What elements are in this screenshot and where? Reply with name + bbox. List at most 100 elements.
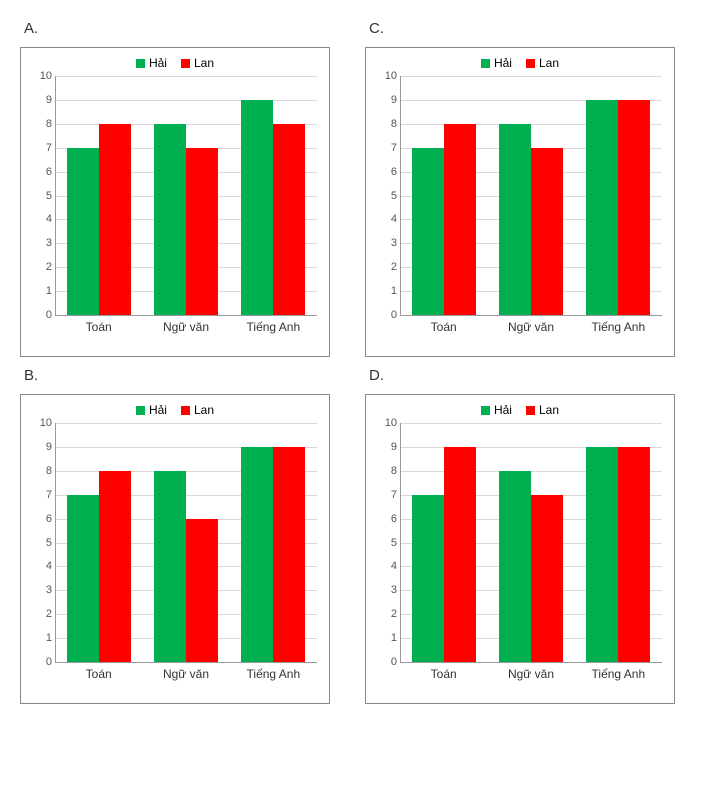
ytick-label: 4 [34, 213, 52, 225]
ytick-label: 1 [34, 632, 52, 644]
bar-series2 [618, 100, 650, 315]
ytick-label: 0 [379, 656, 397, 668]
bar-group [401, 423, 488, 662]
ytick-label: 2 [379, 261, 397, 273]
xlabel: Toán [400, 663, 487, 681]
xlabel: Ngữ văn [142, 316, 229, 334]
bar-group [488, 76, 575, 315]
ytick-label: 3 [379, 584, 397, 596]
bar-series2 [99, 471, 131, 662]
legend-swatch [481, 59, 490, 68]
legend: Hải Lan [374, 403, 666, 417]
bar-series1 [586, 100, 618, 315]
bar-series1 [67, 495, 99, 662]
bar-series1 [241, 447, 273, 662]
ytick-label: 3 [379, 237, 397, 249]
bar-series1 [586, 447, 618, 662]
legend-label: Hải [149, 403, 167, 417]
legend-swatch [526, 406, 535, 415]
ytick-label: 10 [34, 70, 52, 82]
bar-series2 [531, 148, 563, 315]
legend-swatch [181, 406, 190, 415]
ytick-label: 6 [34, 513, 52, 525]
ytick-label: 5 [34, 190, 52, 202]
bar-series2 [273, 447, 305, 662]
ytick-label: 3 [34, 237, 52, 249]
legend-label: Lan [194, 56, 214, 70]
xlabel: Ngữ văn [142, 663, 229, 681]
ytick-label: 1 [379, 632, 397, 644]
plot-area: 012345678910 [400, 423, 662, 663]
legend-item: Hải [481, 56, 512, 70]
ytick-label: 2 [379, 608, 397, 620]
ytick-label: 10 [379, 417, 397, 429]
bar-group [401, 76, 488, 315]
ytick-label: 2 [34, 608, 52, 620]
ytick-label: 9 [34, 94, 52, 106]
ytick-label: 7 [34, 142, 52, 154]
ytick-label: 7 [379, 142, 397, 154]
ytick-label: 6 [379, 513, 397, 525]
ytick-label: 1 [34, 285, 52, 297]
ytick-label: 4 [379, 213, 397, 225]
bar-series2 [531, 495, 563, 662]
ytick-label: 9 [379, 94, 397, 106]
ytick-label: 0 [34, 309, 52, 321]
bar-series1 [67, 148, 99, 315]
ytick-label: 9 [379, 441, 397, 453]
legend-swatch [136, 406, 145, 415]
bars-container [401, 423, 662, 662]
legend-label: Lan [539, 56, 559, 70]
bar-group [56, 76, 143, 315]
bar-series2 [186, 148, 218, 315]
chart-box: HảiLan012345678910ToánNgữ vănTiếng Anh [20, 394, 330, 704]
legend: Hải Lan [29, 403, 321, 417]
plot-area: 012345678910 [400, 76, 662, 316]
ytick-label: 1 [379, 285, 397, 297]
legend: Hải Lan [29, 56, 321, 70]
bar-series2 [444, 124, 476, 315]
legend-item: Lan [181, 56, 214, 70]
legend-swatch [181, 59, 190, 68]
bar-series1 [499, 471, 531, 662]
option-C: C. Hải Lan 012345678910ToánNgữ vănTiếng Anh [365, 20, 690, 357]
legend-item: Lan [526, 403, 559, 417]
bar-group [56, 423, 143, 662]
legend-item: Hải [481, 403, 512, 417]
legend-label: Lan [194, 403, 214, 417]
xlabel: Toán [55, 663, 142, 681]
bar-group [488, 423, 575, 662]
xlabel: Tiếng Anh [575, 663, 662, 681]
ytick-label: 5 [379, 537, 397, 549]
xlabel: Ngữ văn [487, 663, 574, 681]
bar-series1 [499, 124, 531, 315]
chart-box: Hải Lan 012345678910ToánNgữ vănTiếng Anh [365, 47, 675, 357]
bar-group [230, 423, 317, 662]
ytick-label: 0 [34, 656, 52, 668]
ytick-label: 5 [379, 190, 397, 202]
ytick-label: 6 [34, 166, 52, 178]
bars-container [56, 76, 317, 315]
chart-box: HảiLan012345678910ToánNgữ vănTiếng Anh [20, 47, 330, 357]
x-axis-labels: ToánNgữ vănTiếng Anh [400, 316, 662, 334]
ytick-label: 7 [34, 489, 52, 501]
ytick-label: 10 [34, 417, 52, 429]
xlabel: Ngữ văn [487, 316, 574, 334]
legend-item: Hải [136, 403, 167, 417]
option-label: A. [24, 20, 345, 37]
option-label: D. [369, 367, 690, 384]
legend-label: Hải [149, 56, 167, 70]
bar-series2 [186, 519, 218, 662]
ytick-label: 2 [34, 261, 52, 273]
bar-group [143, 76, 230, 315]
bar-series2 [618, 447, 650, 662]
legend-label: Lan [539, 403, 559, 417]
option-label: C. [369, 20, 690, 37]
ytick-label: 5 [34, 537, 52, 549]
ytick-label: 6 [379, 166, 397, 178]
bar-series1 [241, 100, 273, 315]
legend-item: Lan [181, 403, 214, 417]
legend-item: Lan [526, 56, 559, 70]
bars-container [401, 76, 662, 315]
ytick-label: 8 [34, 465, 52, 477]
